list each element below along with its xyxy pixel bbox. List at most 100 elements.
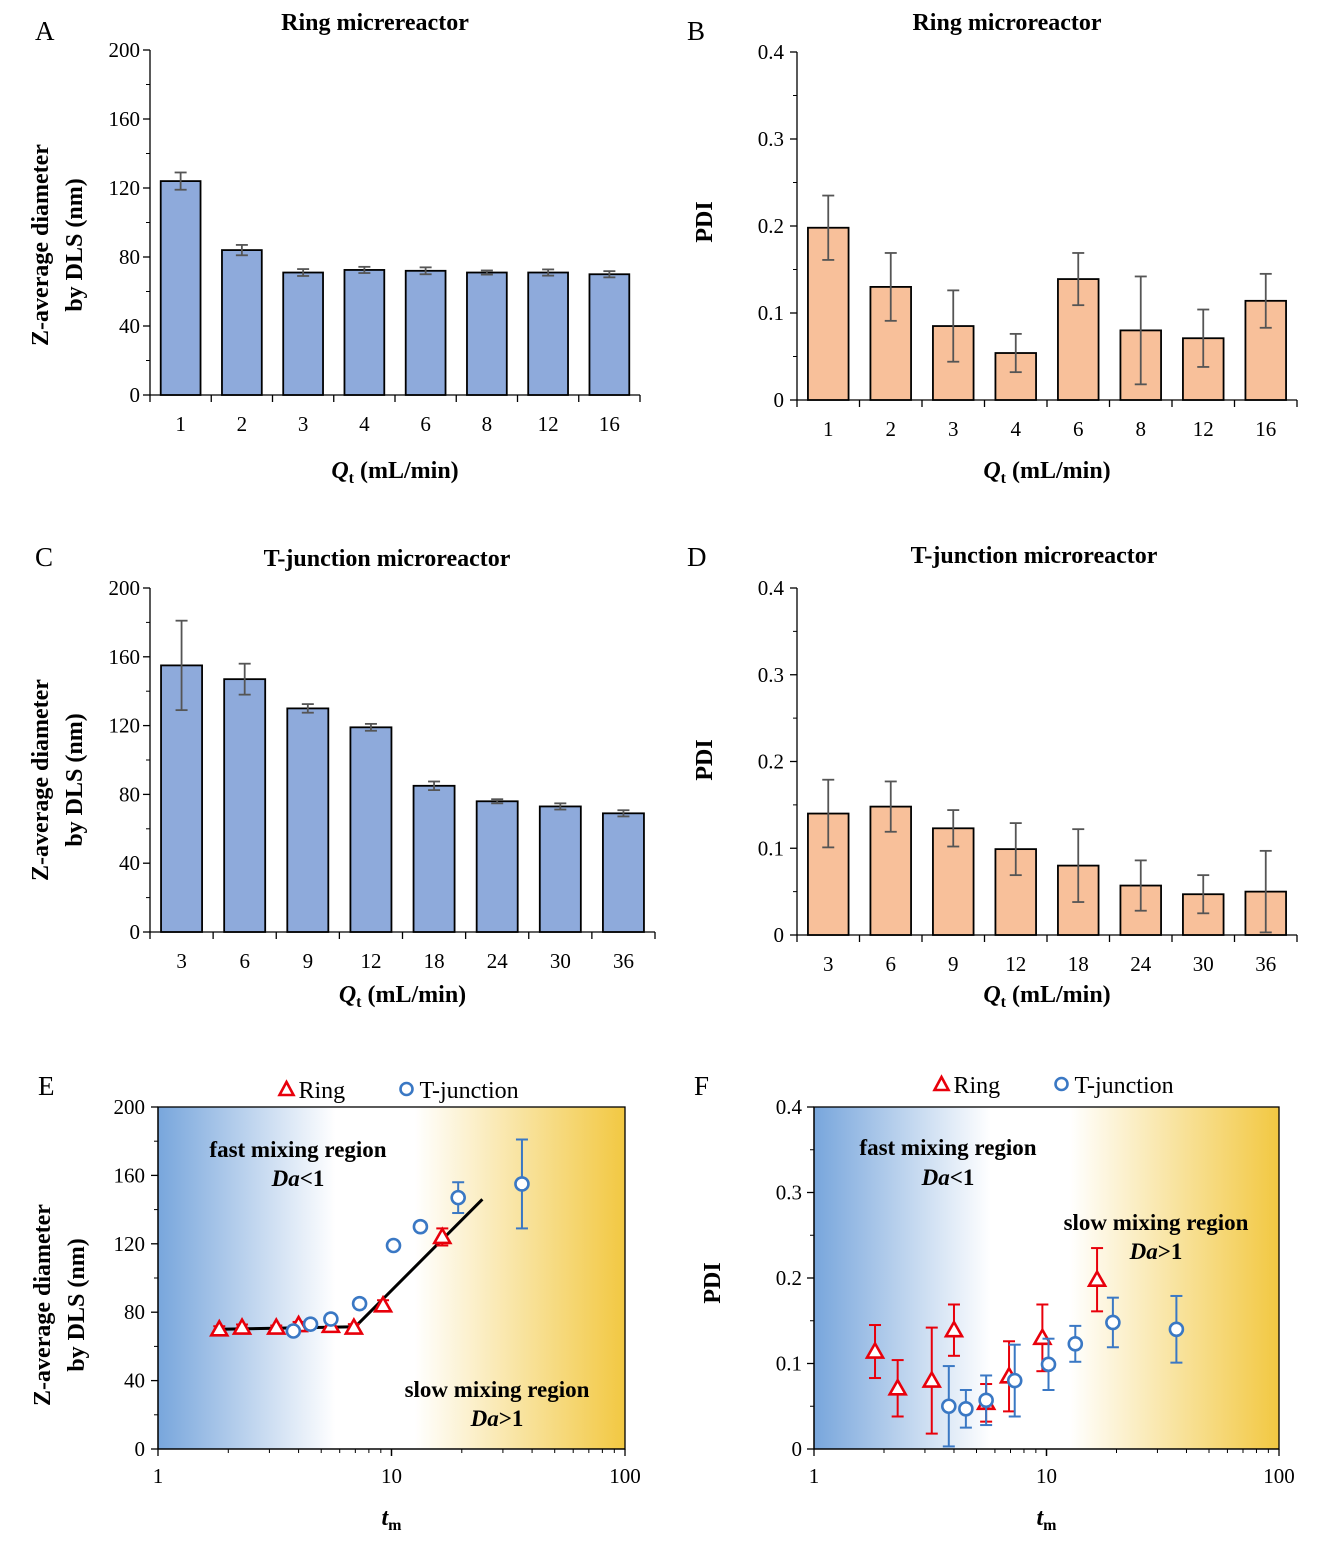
y-tick-label: 0.3 bbox=[758, 127, 784, 151]
y-tick-label: 0 bbox=[130, 383, 141, 407]
x-tick-label: 9 bbox=[948, 952, 959, 976]
y-tick-label: 0.4 bbox=[776, 1095, 803, 1119]
y-tick-label: 0 bbox=[774, 923, 785, 947]
data-point-t-junction bbox=[1168, 1321, 1185, 1338]
data-point-ring bbox=[1086, 1269, 1108, 1288]
x-label-subscript: t bbox=[1001, 994, 1007, 1011]
data-point-t-junction bbox=[1006, 1372, 1023, 1389]
y-tick-label: 120 bbox=[109, 176, 141, 200]
y-tick-label: 80 bbox=[124, 1300, 145, 1324]
x-tick-label: 6 bbox=[420, 412, 431, 436]
bar bbox=[159, 180, 202, 396]
x-label-units: (mL/min) bbox=[362, 982, 467, 1008]
data-point-t-junction bbox=[1067, 1336, 1084, 1352]
x-tick-label: 8 bbox=[1136, 417, 1147, 441]
y-tick-label: 200 bbox=[109, 38, 141, 62]
x-label-units: (mL/min) bbox=[1006, 458, 1111, 484]
x-tick-label: 1 bbox=[175, 412, 186, 436]
x-tick-label: 18 bbox=[424, 949, 445, 973]
legend-t-junction-label: T-junction bbox=[1075, 1073, 1174, 1099]
legend-t-junction-marker bbox=[399, 1081, 414, 1097]
data-point-t-junction bbox=[958, 1401, 974, 1417]
bar bbox=[286, 707, 330, 933]
y-axis-label-line2: by DLS (nm) bbox=[62, 713, 88, 846]
data-point-ring bbox=[943, 1319, 965, 1338]
bar bbox=[475, 800, 519, 933]
bar bbox=[412, 784, 456, 933]
data-point-t-junction bbox=[1105, 1314, 1121, 1331]
data-point-t-junction bbox=[450, 1189, 466, 1206]
data-point-t-junction bbox=[412, 1218, 429, 1235]
bar bbox=[527, 271, 569, 396]
y-tick-label: 0.1 bbox=[758, 836, 784, 860]
da-condition: >1 bbox=[499, 1406, 524, 1431]
x-tick-label: 1 bbox=[809, 1464, 820, 1488]
y-tick-label: 0.3 bbox=[758, 663, 784, 687]
x-label-symbol: Q bbox=[983, 982, 1000, 1008]
data-point-ring bbox=[231, 1316, 253, 1335]
y-tick-label: 0.4 bbox=[758, 40, 785, 64]
legend-ring-label: Ring bbox=[299, 1078, 346, 1104]
x-tick-label: 100 bbox=[609, 1464, 641, 1488]
y-axis-label-line2: by DLS (nm) bbox=[62, 178, 88, 311]
x-tick-label: 9 bbox=[303, 949, 314, 973]
data-point-ring bbox=[921, 1369, 943, 1388]
da-condition: <1 bbox=[950, 1165, 975, 1190]
fast-mixing-da-label: Da<1 bbox=[921, 1165, 975, 1190]
data-point-ring bbox=[864, 1340, 886, 1359]
x-label-subscript: m bbox=[388, 1517, 402, 1534]
x-tick-label: 3 bbox=[823, 952, 834, 976]
slow-mixing-da-label: Da>1 bbox=[1129, 1239, 1183, 1264]
da-symbol: Da bbox=[1129, 1239, 1158, 1264]
x-tick-label: 8 bbox=[482, 412, 493, 436]
chart-title: Ring micrereactor bbox=[281, 10, 469, 36]
bar bbox=[932, 827, 975, 936]
x-tick-label: 1 bbox=[823, 417, 834, 441]
y-axis-label: PDI bbox=[700, 1262, 726, 1303]
data-point-ring bbox=[1032, 1327, 1053, 1346]
data-point-t-junction bbox=[514, 1176, 530, 1192]
bar bbox=[343, 269, 386, 396]
chart-panel-e: 0 40 80 120 160 200 Z-average diameter by DLS (… bbox=[30, 1071, 641, 1534]
x-tick-label: 1 bbox=[153, 1464, 164, 1488]
panel-letter: F bbox=[694, 1071, 709, 1101]
x-label-units: (mL/min) bbox=[1006, 982, 1111, 1008]
x-tick-label: 12 bbox=[1193, 417, 1214, 441]
y-tick-label: 0 bbox=[130, 920, 141, 944]
x-axis-label: Qt (mL/min) bbox=[339, 982, 466, 1011]
chart-title: T-junction microreactor bbox=[911, 543, 1158, 569]
x-tick-label: 3 bbox=[176, 949, 187, 973]
y-tick-label: 40 bbox=[119, 314, 140, 338]
x-tick-label: 6 bbox=[239, 949, 250, 973]
bar bbox=[602, 812, 645, 933]
x-tick-label: 30 bbox=[1193, 952, 1214, 976]
y-tick-label: 0.3 bbox=[776, 1181, 802, 1205]
bar bbox=[349, 726, 393, 933]
x-label-subscript: t bbox=[349, 470, 355, 487]
bar bbox=[223, 678, 267, 933]
y-tick-label: 120 bbox=[114, 1232, 146, 1256]
x-tick-label: 24 bbox=[1130, 952, 1152, 976]
panel-letter: C bbox=[35, 542, 53, 572]
y-tick-label: 120 bbox=[109, 714, 141, 738]
x-label-symbol: t bbox=[382, 1505, 390, 1531]
x-tick-label: 18 bbox=[1068, 952, 1089, 976]
data-point-ring bbox=[432, 1226, 453, 1245]
y-tick-label: 0.2 bbox=[758, 750, 784, 774]
chart-title: T-junction microreactor bbox=[264, 546, 511, 572]
x-label-symbol: Q bbox=[339, 982, 356, 1008]
data-point-ring bbox=[887, 1377, 908, 1396]
x-tick-label: 24 bbox=[487, 949, 509, 973]
legend-ring-marker bbox=[932, 1074, 951, 1092]
y-axis-label: PDI bbox=[692, 201, 718, 242]
legend-t-junction-marker bbox=[1054, 1076, 1069, 1092]
x-tick-label: 12 bbox=[538, 412, 559, 436]
y-tick-label: 0.2 bbox=[758, 214, 784, 238]
data-point-t-junction bbox=[1040, 1356, 1057, 1373]
fast-mixing-region-label: fast mixing region bbox=[209, 1137, 386, 1162]
x-tick-label: 16 bbox=[1255, 417, 1276, 441]
data-point-ring bbox=[372, 1294, 394, 1313]
